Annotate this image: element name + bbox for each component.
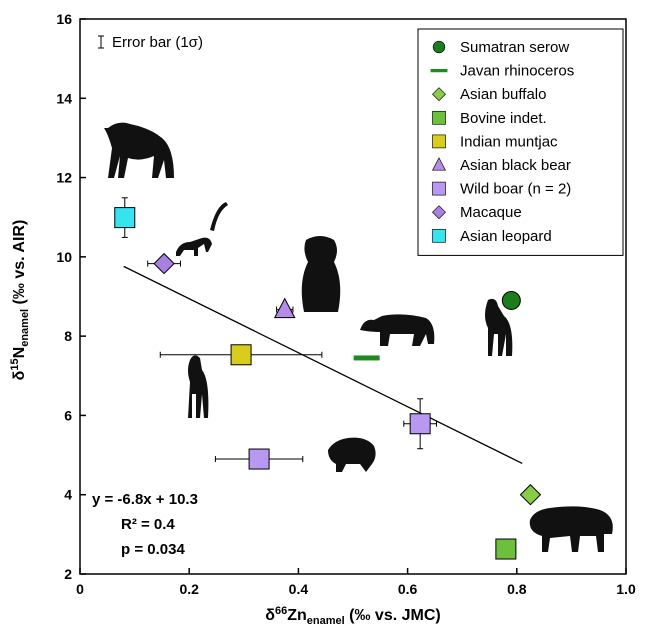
point [502,291,520,309]
chart: δ15Nenamel (‰ vs. AIR) δ66Znenamel (‰ vs… [0,0,655,635]
x-tick-label: 0.8 [507,581,527,597]
y-tick-label: 12 [56,170,72,186]
stat-annotation: y = -6.8x + 10.3 [92,491,198,508]
x-tick-label: 0 [76,581,84,597]
x-tick-label: 0.4 [289,581,309,597]
legend-label: Javan rhinoceros [460,63,574,80]
y-tick-label: 6 [64,407,72,423]
legend-label: Sumatran serow [460,39,569,56]
point [249,449,269,469]
legend-label: Macaque [460,204,522,221]
y-tick-label: 16 [56,11,72,27]
legend-marker [433,182,446,195]
x-tick-label: 0.2 [179,581,199,597]
legend-marker [433,41,445,53]
legend-label: Bovine indet. [460,110,547,127]
y-tick-label: 10 [56,249,72,265]
legend-label: Indian muntjac [460,133,558,150]
point [275,299,295,318]
stat-annotation: R² = 0.4 [121,516,175,533]
point [354,355,380,360]
legend-marker [433,111,446,124]
point [154,254,174,274]
y-tick-label: 2 [64,566,72,582]
y-tick-label: 14 [56,90,72,106]
point [115,208,135,228]
error-legend-label: Error bar (1σ) [112,34,203,51]
x-tick-label: 1.0 [616,581,636,597]
legend-label: Wild boar (n = 2) [460,181,571,198]
y-tick-label: 8 [64,328,72,344]
point [410,414,430,434]
legend-marker [433,229,446,242]
x-axis-label: δ66Znenamel (‰ vs. JMC) [265,605,440,627]
stat-annotation: p = 0.034 [121,541,185,558]
y-tick-label: 4 [64,487,72,503]
legend-label: Asian black bear [460,157,571,174]
point [231,345,251,365]
legend-marker [431,69,448,72]
point [496,539,516,559]
x-tick-label: 0.6 [398,581,418,597]
legend-marker [433,135,446,148]
y-axis-label: δ15Nenamel (‰ vs. AIR) [9,220,31,381]
legend-label: Asian buffalo [460,86,546,103]
legend-label: Asian leopard [460,228,552,245]
point [520,485,540,505]
